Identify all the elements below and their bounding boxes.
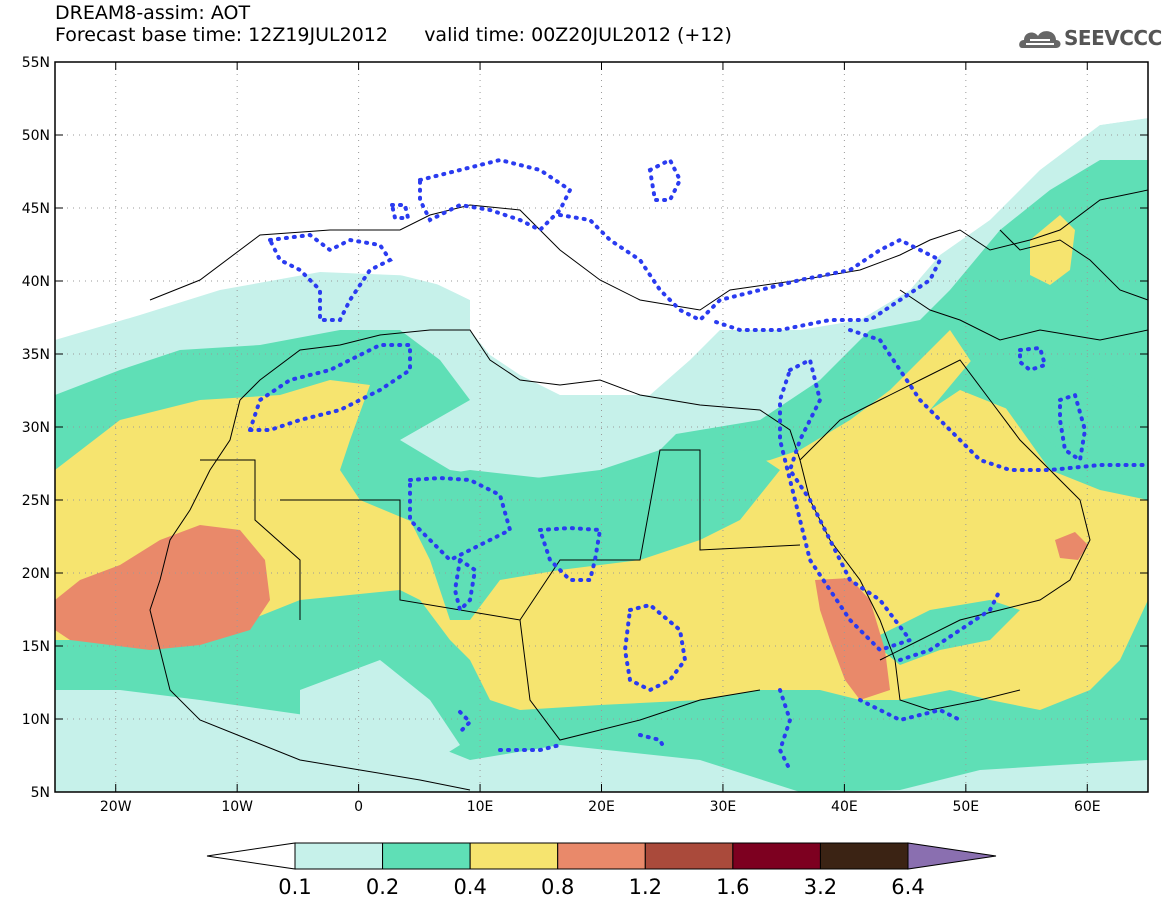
colorbar-level-label: 0.8 [541, 875, 574, 899]
lon-tick-label: 50E [952, 799, 979, 815]
colorbar-level-label: 0.1 [278, 875, 311, 899]
colorbar-level-label: 0.2 [366, 875, 399, 899]
logo-text: SEEVCCC [1064, 26, 1162, 50]
lat-tick-label: 20N [22, 566, 50, 582]
lat-tick-label: 30N [22, 420, 50, 436]
lon-tick-label: 0 [354, 799, 363, 815]
lat-tick-label: 15N [22, 639, 50, 655]
colorbar-level-label: 1.6 [716, 875, 749, 899]
lon-tick-label: 20W [100, 799, 132, 815]
lat-tick-label: 55N [22, 55, 50, 71]
cloud-logo-icon [1019, 31, 1061, 48]
colorbar-swatch [469, 842, 559, 870]
lat-tick-label: 5N [31, 785, 50, 801]
lat-tick-label: 25N [22, 493, 50, 509]
colorbar-swatch [382, 842, 471, 870]
axis-ticks [55, 61, 1148, 793]
aot-band-0-2-arabia [930, 350, 1148, 480]
colorbar-swatch [819, 842, 909, 870]
forecast-time-line: Forecast base time: 12Z19JUL2012 valid t… [55, 24, 732, 46]
lat-tick-label: 45N [22, 201, 50, 217]
aot-contours [247, 157, 1148, 772]
aot-band-0-2-inner [410, 450, 780, 620]
aot-band-0-1-west [300, 660, 460, 770]
longitude-labels: 20W 10W 0 10E 20E 30E 40E 50E 60E [100, 799, 1101, 815]
lon-tick-label: 10W [221, 799, 253, 815]
colorbar-level-label: 6.4 [891, 875, 924, 899]
aot-band-0-1-med [400, 395, 700, 480]
colorbar-level-label: 0.4 [453, 875, 486, 899]
lon-tick-label: 30E [710, 799, 737, 815]
colorbar-over-triangle [907, 842, 997, 870]
lat-tick-label: 50N [22, 128, 50, 144]
colorbar-swatch [732, 842, 821, 870]
lon-tick-label: 10E [467, 799, 494, 815]
aot-band-0-2-caspian [1030, 215, 1075, 285]
coastlines [149, 189, 1148, 791]
lat-tick-label: 40N [22, 274, 50, 290]
aot-band-0-8-red-sea [815, 578, 890, 700]
colorbar-legend: 0.1 0.2 0.4 0.8 1.2 1.6 3.2 6.4 [206, 842, 997, 899]
lon-tick-label: 60E [1074, 799, 1101, 815]
lat-tick-label: 10N [22, 712, 50, 728]
latitude-labels: 55N 50N 45N 40N 35N 30N 25N 20N 15N 10N 5N [22, 55, 50, 801]
lon-tick-label: 20E [588, 799, 615, 815]
colorbar-level-label: 3.2 [804, 875, 837, 899]
lon-tick-label: 40E [831, 799, 858, 815]
aot-band-0-2-horn [870, 600, 1020, 665]
aot-band-0-8-west [55, 525, 270, 650]
colorbar-swatch [644, 842, 734, 870]
aot-band-0-8-oman [1055, 532, 1088, 560]
lat-tick-label: 35N [22, 347, 50, 363]
colorbar-under-triangle [206, 842, 296, 870]
aot-clear-region [55, 62, 1148, 395]
colorbar-level-label: 1.2 [629, 875, 662, 899]
map-title: DREAM8-assim: AOT [55, 2, 251, 24]
colorbar-swatch [294, 842, 384, 870]
colorbar-swatch [557, 842, 646, 870]
